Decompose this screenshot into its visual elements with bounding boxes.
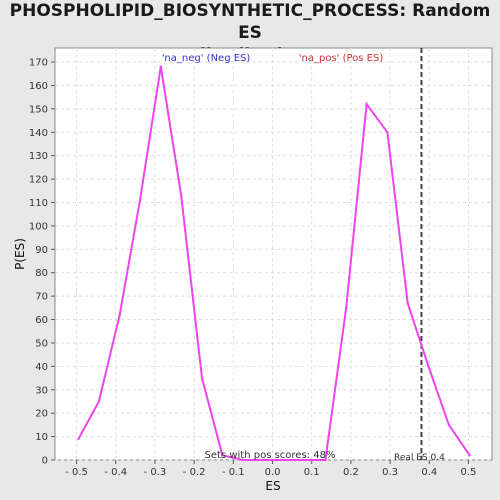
y-tick-label: 110 (29, 198, 48, 209)
x-tick-label: 0.2 (343, 467, 359, 478)
data-point (303, 458, 307, 462)
x-tick-label: 0.0 (265, 467, 281, 478)
y-tick-label: 170 (29, 58, 48, 69)
plot-background (54, 47, 493, 461)
data-point (283, 458, 286, 462)
y-tick-label: 160 (29, 81, 48, 92)
y-tick-label: 70 (35, 292, 48, 303)
data-point (365, 102, 368, 106)
legend-pos: 'na_pos' (Pos ES) (299, 53, 384, 64)
y-tick-label: 130 (29, 151, 48, 162)
data-point (241, 458, 245, 462)
x-tick-label: 0.3 (382, 467, 398, 478)
data-point (138, 198, 142, 202)
data-point (262, 458, 265, 462)
y-tick-label: 140 (29, 128, 48, 139)
data-point (324, 458, 327, 462)
chart-title-line1: PHOSPHOLIPID_BIOSYNTHETIC_PROCESS: Rando… (9, 1, 491, 43)
y-axis-label: P(ES) (13, 238, 27, 270)
y-tick-label: 90 (35, 245, 48, 256)
y-tick-label: 120 (29, 175, 48, 186)
legend-neg: 'na_neg' (Neg ES) (162, 53, 251, 64)
data-point (427, 365, 430, 368)
data-point (180, 194, 183, 197)
x-tick-label: - 0.4 (104, 467, 127, 478)
y-tick-label: 0 (42, 456, 48, 467)
data-point (406, 301, 409, 305)
y-tick-label: 10 (35, 432, 48, 443)
y-tick-label: 20 (35, 409, 48, 420)
data-point (447, 423, 451, 427)
x-tick-label: - 0.3 (144, 467, 167, 478)
y-tick-label: 80 (35, 268, 48, 279)
data-point (97, 400, 101, 403)
pos-scores-annotation: Sets with pos scores: 48% (205, 450, 336, 461)
data-point (200, 376, 204, 380)
x-tick-label: 0.5 (461, 467, 477, 478)
series-line (77, 66, 471, 461)
data-point (468, 454, 471, 457)
data-point (386, 131, 389, 134)
data-point (159, 65, 163, 68)
data-point (118, 313, 121, 317)
y-tick-label: 50 (35, 338, 48, 349)
data-point (77, 437, 80, 441)
x-axis-label: ES (265, 479, 280, 493)
x-tick-label: 0.4 (421, 467, 437, 478)
data-point (345, 306, 348, 310)
y-tick-label: 30 (35, 385, 48, 396)
x-axis-ticks: - 0.5 - 0.4 - 0.3 - 0.2 - 0.1 0.0 0.1 0.2 0.3 0.4… (65, 460, 476, 478)
x-tick-label: - 0.5 (65, 467, 88, 478)
y-tick-label: 100 (29, 221, 48, 232)
x-tick-label: - 0.2 (183, 467, 206, 478)
y-tick-label: 150 (29, 104, 48, 115)
y-axis-ticks: 0 10 20 30 40 50 60 70 80 90 100 110 120 130 140 150 160… (29, 58, 55, 467)
x-tick-label: 0.1 (304, 467, 320, 478)
real-es-label: Real ES 0.4 (394, 453, 445, 463)
x-tick-label: - 0.1 (222, 467, 245, 478)
y-tick-label: 60 (35, 315, 48, 326)
data-point (221, 454, 224, 457)
y-tick-label: 40 (35, 362, 48, 373)
series-points (77, 65, 471, 462)
